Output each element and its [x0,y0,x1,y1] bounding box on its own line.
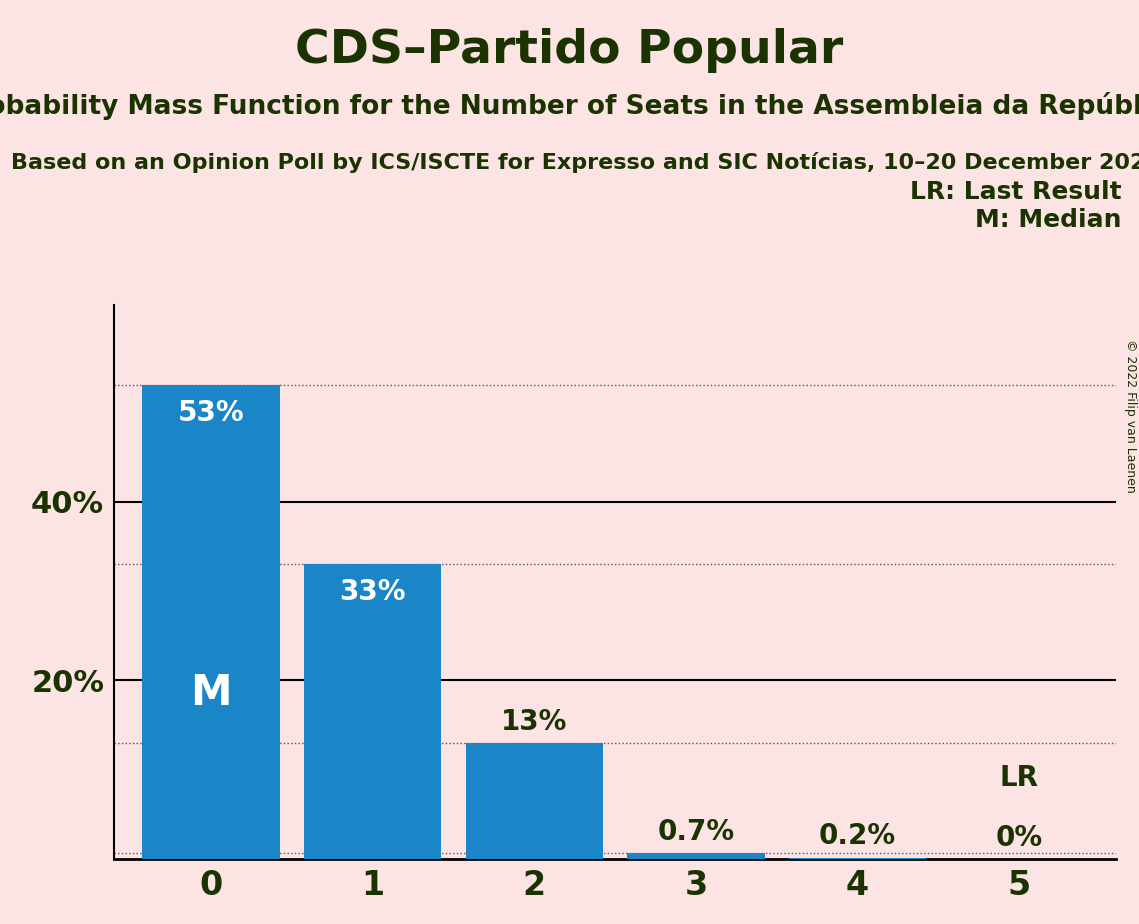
Text: 53%: 53% [178,399,244,427]
Text: Probability Mass Function for the Number of Seats in the Assembleia da República: Probability Mass Function for the Number… [0,92,1139,120]
Text: 0.7%: 0.7% [657,818,735,845]
Text: CDS–Partido Popular: CDS–Partido Popular [295,28,844,73]
Text: M: M [190,673,231,714]
Text: 13%: 13% [501,708,567,736]
Text: LR: Last Result: LR: Last Result [910,180,1122,204]
Text: © 2022 Filip van Laenen: © 2022 Filip van Laenen [1124,339,1137,492]
Bar [304,565,441,859]
Text: 33%: 33% [339,578,405,605]
Text: 0.2%: 0.2% [819,822,896,850]
Text: LR: LR [1000,764,1039,792]
Text: M: Median: M: Median [975,208,1122,232]
Bar [142,385,279,859]
Bar [789,857,926,859]
Text: 0%: 0% [995,824,1043,852]
Bar [466,743,603,859]
Bar [628,853,764,859]
Text: Based on an Opinion Poll by ICS/ISCTE for Expresso and SIC Notícias, 10–20 Decem: Based on an Opinion Poll by ICS/ISCTE fo… [11,152,1139,174]
